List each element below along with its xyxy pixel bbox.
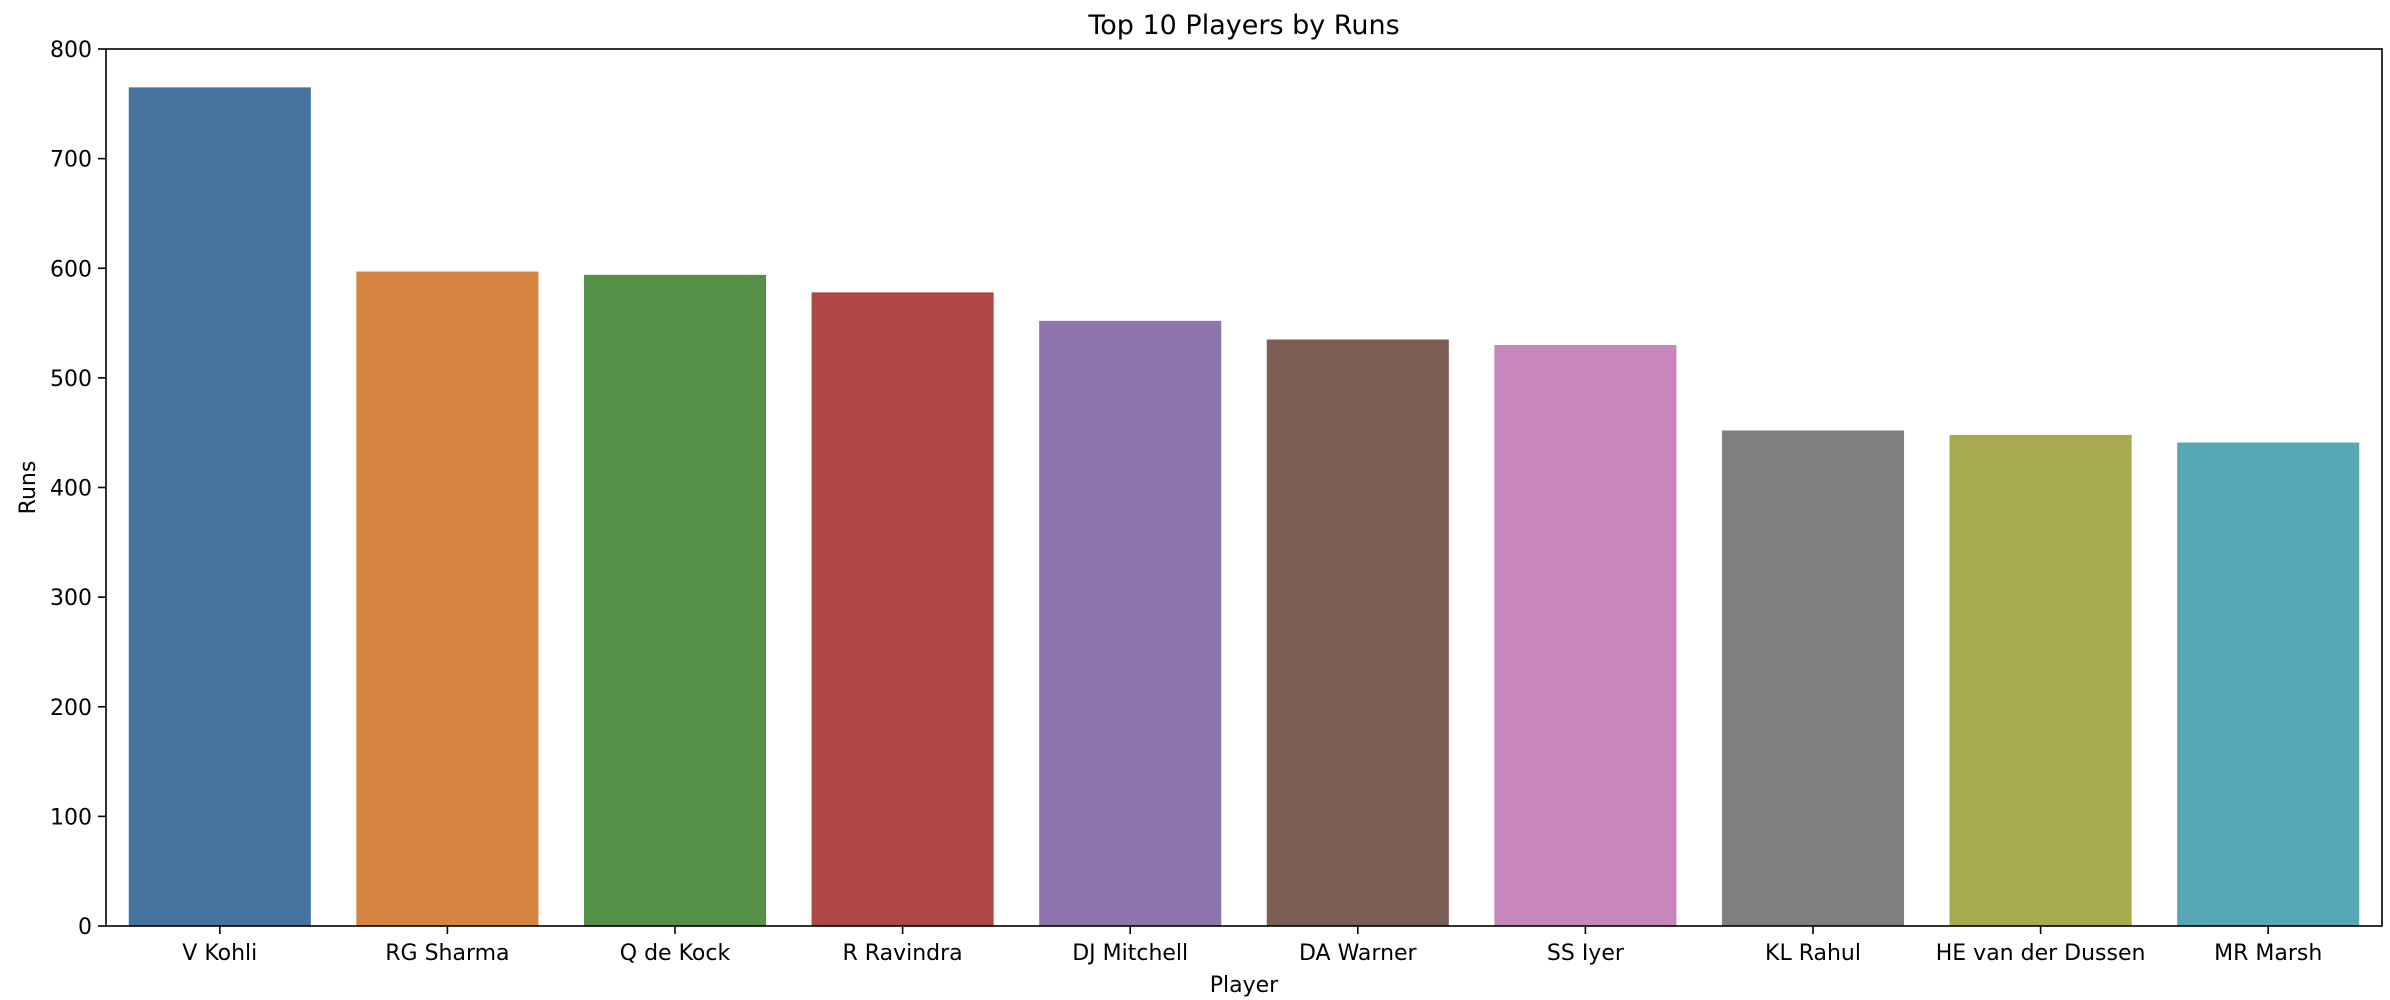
x-tick-label: MR Marsh: [2214, 941, 2322, 966]
y-tick-label: 500: [50, 367, 92, 392]
x-tick-label: R Ravindra: [843, 941, 963, 966]
bar: [1494, 344, 1677, 926]
bars-group: [128, 87, 2360, 927]
x-axis-title: Player: [1210, 973, 1279, 998]
x-tick-label: V Kohli: [182, 941, 257, 966]
x-tick-label: HE van der Dussen: [1936, 941, 2146, 966]
y-tick-label: 0: [78, 915, 92, 940]
bar: [1039, 320, 1222, 926]
x-tick-label: DJ Mitchell: [1072, 941, 1188, 966]
x-tick-label: KL Rahul: [1765, 941, 1861, 966]
bar: [2177, 442, 2360, 926]
y-axis-title: Runs: [16, 461, 41, 515]
x-tick-label: RG Sharma: [385, 941, 509, 966]
x-tick-label: SS Iyer: [1547, 941, 1625, 966]
chart-title: Top 10 Players by Runs: [1087, 10, 1399, 41]
y-tick-label: 600: [50, 257, 92, 282]
y-tick-label: 800: [50, 38, 92, 63]
x-tick-label: DA Warner: [1299, 941, 1418, 966]
y-tick-label: 700: [50, 148, 92, 173]
bar: [811, 292, 994, 926]
plot-frame: [105, 48, 2383, 927]
y-tick-label: 200: [50, 696, 92, 721]
y-tick-label: 400: [50, 477, 92, 502]
bar: [356, 271, 539, 926]
x-axis: V Kohli RG Sharma Q de Kock R Ravindra DJ Mi…: [182, 926, 2322, 966]
x-tick-label: Q de Kock: [620, 941, 731, 966]
y-axis: 0 100 200 300 400 500 600 700 800: [50, 38, 106, 940]
y-tick-label: 100: [50, 805, 92, 830]
bar: [1721, 430, 1905, 926]
y-tick-label: 300: [50, 586, 92, 611]
bar: [1949, 434, 2132, 926]
bar: [128, 87, 311, 926]
bar: [583, 274, 767, 926]
bar: [1266, 339, 1449, 927]
